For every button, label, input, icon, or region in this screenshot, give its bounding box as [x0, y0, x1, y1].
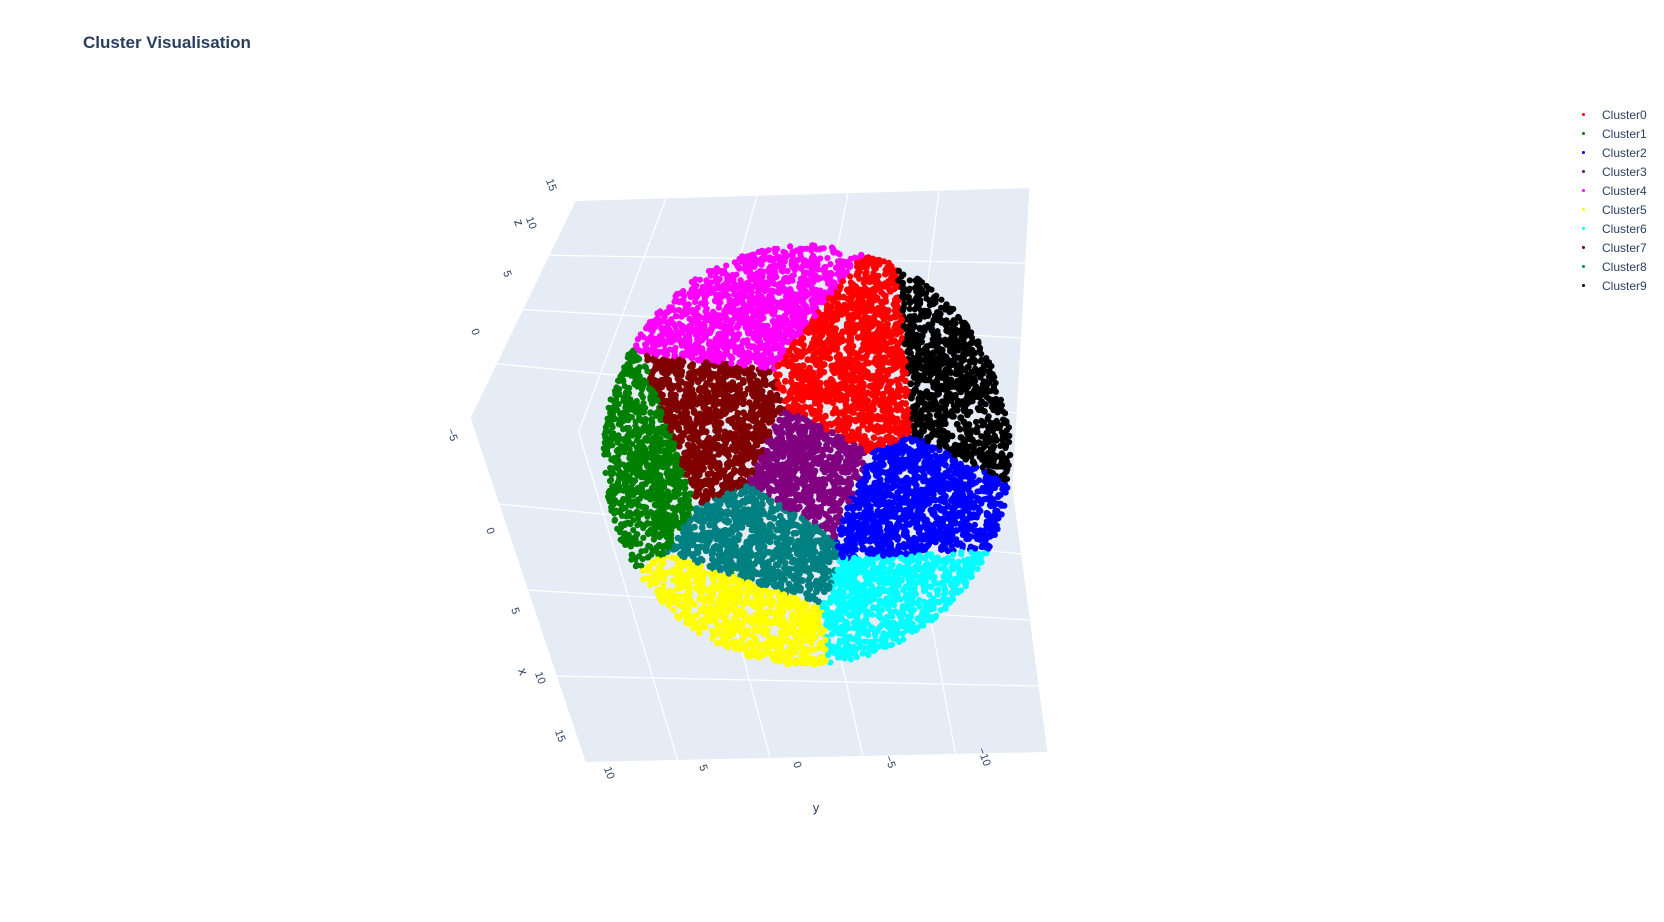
data-point	[685, 301, 692, 308]
data-point	[906, 277, 913, 284]
data-point	[869, 611, 876, 618]
data-point	[862, 284, 869, 292]
data-point	[639, 394, 647, 401]
data-point	[859, 650, 866, 657]
data-point	[853, 654, 860, 661]
data-point	[715, 450, 723, 458]
data-point	[611, 516, 619, 523]
data-point	[643, 567, 650, 574]
data-point	[983, 355, 990, 362]
data-point	[742, 589, 750, 596]
data-point	[895, 277, 902, 284]
data-point	[971, 521, 979, 529]
data-point	[889, 641, 896, 648]
data-point	[713, 639, 721, 647]
data-point	[952, 336, 959, 343]
data-point	[827, 261, 834, 268]
data-point	[689, 361, 697, 368]
data-point	[837, 497, 845, 504]
data-point	[930, 559, 938, 566]
data-point	[870, 434, 878, 441]
data-point	[978, 350, 985, 357]
data-point	[925, 307, 932, 315]
chart-title: Cluster Visualisation	[83, 33, 251, 52]
data-point	[679, 610, 686, 617]
data-point	[874, 507, 882, 515]
data-point	[741, 645, 749, 652]
data-point	[734, 262, 741, 269]
grid-line	[556, 675, 1040, 687]
data-point	[776, 253, 783, 261]
data-point	[888, 378, 895, 386]
data-point	[767, 389, 774, 397]
data-point	[690, 550, 698, 558]
data-point	[847, 296, 854, 304]
data-point	[670, 606, 677, 614]
data-point	[746, 374, 753, 381]
data-point	[630, 527, 637, 534]
data-point	[927, 551, 935, 558]
data-point	[907, 380, 915, 388]
data-point	[790, 530, 798, 537]
data-point	[696, 596, 703, 603]
scatter-points	[600, 242, 1014, 668]
data-point	[776, 416, 784, 424]
data-point	[634, 336, 642, 343]
data-point	[752, 283, 759, 290]
data-point	[983, 509, 990, 517]
data-point	[701, 586, 709, 593]
data-point	[869, 604, 877, 612]
data-point	[710, 308, 717, 315]
data-point	[939, 346, 946, 354]
